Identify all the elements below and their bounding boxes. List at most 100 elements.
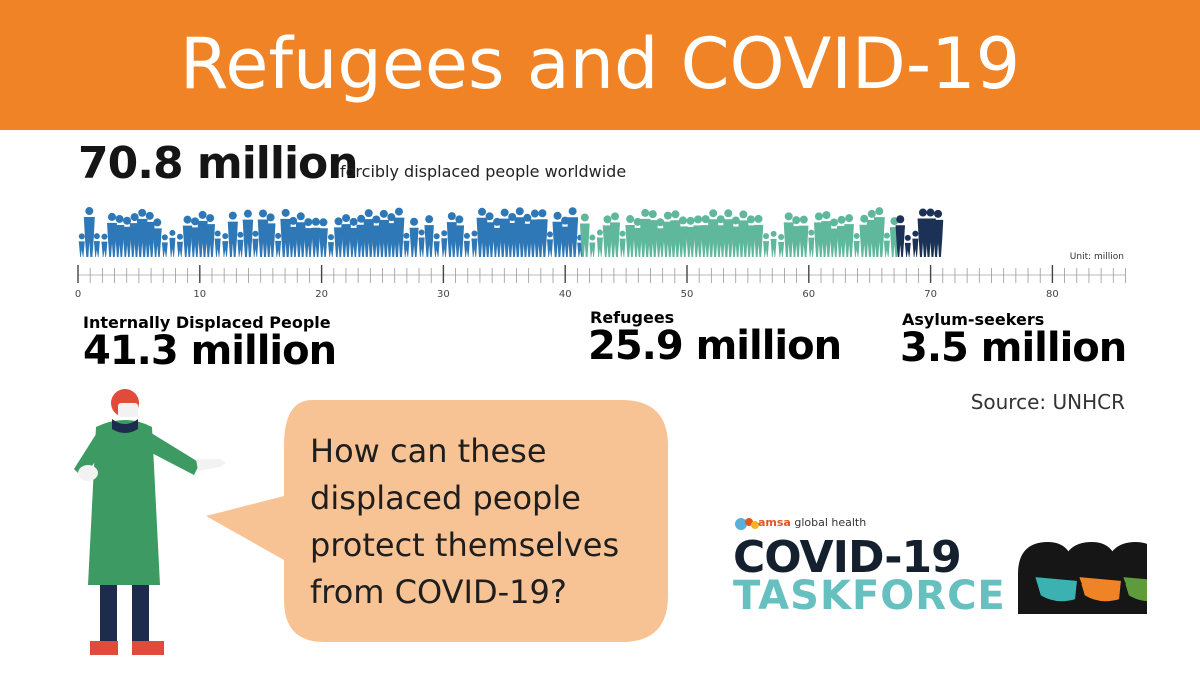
total-displaced-value: 70.8 million: [78, 138, 359, 189]
person-head: [153, 218, 162, 227]
person-head: [441, 230, 448, 237]
person-head: [115, 214, 124, 223]
logo-covid19: COVID-19: [733, 532, 962, 583]
person-head: [296, 212, 305, 221]
person-body: [716, 225, 726, 257]
person-head: [500, 208, 509, 217]
person-body: [912, 238, 919, 257]
person-body: [222, 241, 229, 257]
person-body: [327, 242, 334, 257]
person-head: [671, 210, 680, 219]
logo-brand: amsa global health: [758, 516, 866, 529]
person-head: [860, 214, 869, 223]
person-body: [275, 240, 282, 257]
person-head: [145, 211, 154, 220]
people-silhouettes: [78, 207, 944, 257]
person-head: [814, 212, 823, 221]
person-head: [243, 209, 252, 218]
person-body: [83, 217, 95, 257]
person-head: [918, 208, 927, 217]
masked-head: [1062, 542, 1126, 614]
person-head: [830, 218, 839, 227]
person-body: [836, 225, 847, 257]
person-head: [191, 217, 200, 226]
person-head: [206, 214, 215, 223]
person-head: [425, 215, 434, 224]
person-head: [304, 218, 313, 227]
person-head: [724, 209, 733, 218]
person-head: [904, 234, 911, 241]
refugees-label: Refugees: [590, 308, 675, 327]
person-body: [446, 222, 457, 257]
logo-brand-suffix: global health: [790, 516, 867, 529]
person-body: [122, 226, 132, 257]
person-body: [303, 228, 313, 257]
person-head: [648, 210, 657, 219]
person-head: [611, 212, 620, 221]
person-head: [641, 208, 650, 217]
person-body: [619, 238, 626, 257]
logo-brand-prefix: amsa: [758, 516, 791, 529]
person-body: [78, 241, 85, 257]
person-head: [875, 207, 884, 216]
person-head: [553, 211, 562, 220]
person-body: [371, 225, 381, 257]
person-body: [288, 226, 298, 257]
person-head: [357, 214, 366, 223]
axis-tick-label: 70: [924, 289, 937, 300]
person-body: [883, 240, 890, 257]
person-head: [252, 230, 259, 237]
displacement-chart: 0 10 20 30 40 50 60 70 80 Unit: million: [75, 207, 1126, 300]
person-head: [364, 209, 373, 218]
person-head: [183, 215, 192, 224]
person-body: [602, 225, 613, 257]
person-head: [709, 209, 718, 218]
person-body: [678, 226, 688, 257]
person-body: [136, 218, 148, 257]
person-body: [418, 237, 425, 257]
person-head: [626, 215, 635, 224]
person-body: [537, 219, 548, 257]
person-head: [619, 230, 626, 237]
person-body: [433, 241, 440, 257]
person-head: [508, 213, 517, 222]
person-head: [289, 216, 298, 225]
person-head: [822, 211, 831, 220]
person-body: [214, 238, 221, 257]
person-head: [845, 214, 854, 223]
person-head: [716, 215, 725, 224]
person-head: [663, 211, 672, 220]
person-head: [686, 216, 695, 225]
person-body: [610, 222, 621, 257]
person-body: [280, 218, 291, 257]
person-body: [662, 221, 673, 257]
person-head: [546, 231, 553, 238]
header-banner: Refugees and COVID-19: [0, 0, 1200, 130]
person-head: [799, 215, 808, 224]
masked-head: [1018, 542, 1082, 614]
person-head: [912, 230, 919, 237]
person-head: [934, 209, 943, 218]
person-body: [403, 240, 410, 257]
person-head: [770, 230, 777, 237]
person-head: [138, 208, 147, 217]
person-body: [257, 219, 269, 257]
person-head: [176, 233, 183, 240]
person-body: [93, 241, 100, 257]
person-head: [410, 217, 419, 226]
person-body: [904, 242, 911, 257]
series-bar-0: [78, 207, 584, 257]
person-head: [334, 217, 343, 226]
person-head: [568, 207, 577, 216]
person-body: [265, 223, 276, 257]
bubble-question: How can these displaced people protect t…: [310, 432, 620, 611]
page-title: Refugees and COVID-19: [179, 23, 1021, 105]
idp-value: 41.3 million: [83, 328, 337, 374]
person-body: [753, 224, 764, 257]
person-body: [318, 228, 328, 257]
person-head: [107, 212, 116, 221]
person-body: [227, 221, 238, 257]
person-body: [152, 228, 162, 257]
person-body: [770, 238, 777, 257]
person-body: [552, 221, 563, 257]
